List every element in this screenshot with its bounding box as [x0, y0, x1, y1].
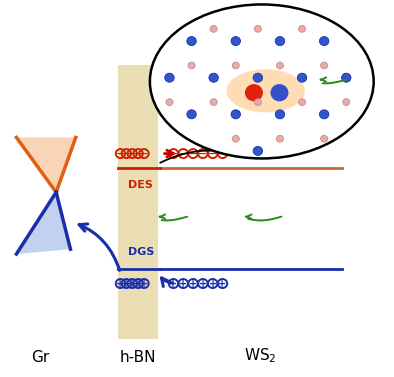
Circle shape	[210, 26, 217, 32]
Text: −: −	[169, 149, 178, 159]
Circle shape	[299, 99, 306, 106]
Polygon shape	[17, 138, 76, 192]
Circle shape	[232, 135, 239, 142]
Text: −: −	[178, 149, 188, 159]
Circle shape	[321, 62, 328, 69]
Text: −: −	[128, 149, 137, 159]
Text: +: +	[128, 279, 136, 288]
Bar	[119, 64, 158, 339]
Circle shape	[320, 110, 329, 119]
Circle shape	[342, 73, 351, 82]
Circle shape	[253, 73, 262, 82]
Circle shape	[277, 62, 284, 69]
Text: h-BN: h-BN	[120, 350, 156, 365]
Text: +: +	[179, 279, 187, 288]
Ellipse shape	[227, 69, 305, 112]
Text: Gr: Gr	[31, 350, 49, 365]
Circle shape	[254, 26, 261, 32]
Text: −: −	[198, 149, 208, 159]
Text: +: +	[209, 279, 217, 288]
Text: WS$_2$: WS$_2$	[243, 346, 276, 365]
Circle shape	[210, 99, 217, 106]
Text: +: +	[122, 279, 130, 288]
Text: +: +	[169, 279, 178, 288]
Circle shape	[209, 73, 218, 82]
Circle shape	[299, 26, 306, 32]
Text: −: −	[122, 149, 131, 159]
Circle shape	[245, 84, 263, 101]
Text: DGS: DGS	[128, 247, 155, 257]
Circle shape	[275, 37, 285, 46]
Circle shape	[277, 135, 284, 142]
Text: −: −	[116, 149, 125, 159]
Text: +: +	[140, 279, 148, 288]
Text: +: +	[199, 279, 207, 288]
Circle shape	[187, 110, 196, 119]
Circle shape	[166, 99, 173, 106]
Text: −: −	[188, 149, 198, 159]
Circle shape	[165, 73, 174, 82]
Circle shape	[343, 99, 350, 106]
Circle shape	[320, 37, 329, 46]
Text: +: +	[218, 279, 227, 288]
Ellipse shape	[150, 5, 374, 158]
Circle shape	[254, 99, 261, 106]
Circle shape	[270, 84, 288, 101]
Text: +: +	[134, 279, 142, 288]
Circle shape	[253, 146, 262, 155]
Text: −: −	[218, 149, 227, 159]
Text: DES: DES	[128, 180, 153, 190]
Text: −: −	[134, 149, 143, 159]
Text: +: +	[189, 279, 197, 288]
Text: +: +	[116, 279, 125, 288]
Polygon shape	[17, 192, 71, 254]
Circle shape	[297, 73, 307, 82]
Circle shape	[275, 110, 285, 119]
Text: −: −	[139, 149, 149, 159]
Text: −: −	[208, 149, 217, 159]
Circle shape	[231, 37, 240, 46]
Circle shape	[188, 62, 195, 69]
Circle shape	[232, 62, 239, 69]
Circle shape	[187, 37, 196, 46]
Circle shape	[231, 110, 240, 119]
Circle shape	[321, 135, 328, 142]
